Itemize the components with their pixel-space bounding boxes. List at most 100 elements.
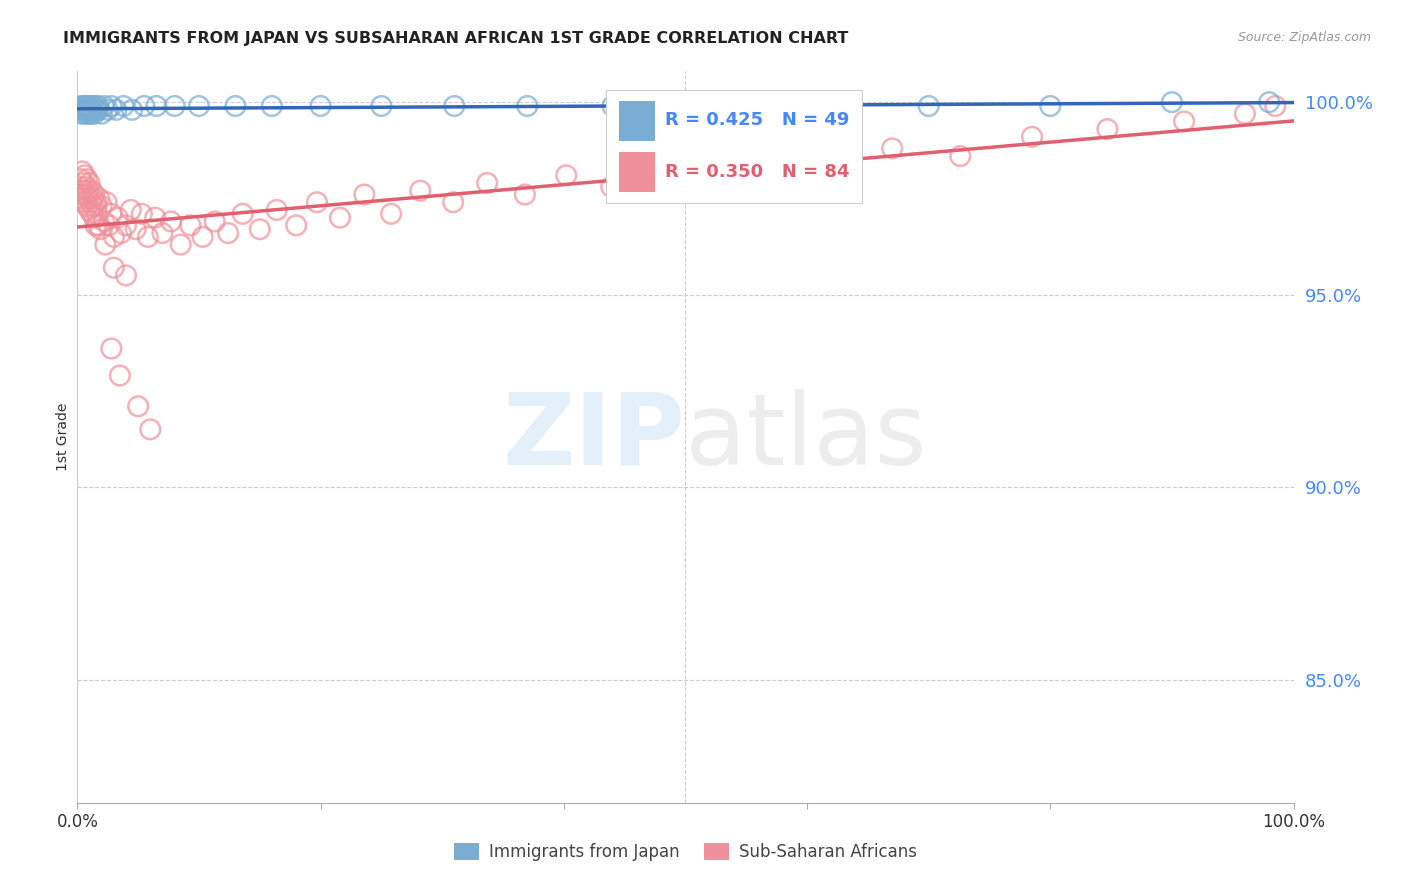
Text: R = 0.425   N = 49: R = 0.425 N = 49 xyxy=(665,112,849,129)
Point xyxy=(75,99,97,113)
Point xyxy=(83,106,105,120)
Point xyxy=(796,99,818,113)
Point xyxy=(441,195,464,210)
Point xyxy=(86,103,108,117)
Point xyxy=(97,103,120,117)
Point xyxy=(80,207,103,221)
Point xyxy=(77,99,100,113)
Point xyxy=(648,161,671,175)
Point xyxy=(77,184,100,198)
Point xyxy=(100,99,122,113)
Point xyxy=(266,202,288,217)
Point xyxy=(93,214,115,228)
Point xyxy=(82,191,104,205)
Point xyxy=(70,99,93,113)
Point xyxy=(86,199,108,213)
Point xyxy=(443,99,465,113)
Point xyxy=(918,99,941,113)
Point xyxy=(70,187,93,202)
Point xyxy=(105,103,128,117)
Point xyxy=(353,187,375,202)
Point xyxy=(152,226,174,240)
Point xyxy=(516,99,538,113)
FancyBboxPatch shape xyxy=(619,152,655,192)
Text: IMMIGRANTS FROM JAPAN VS SUBSAHARAN AFRICAN 1ST GRADE CORRELATION CHART: IMMIGRANTS FROM JAPAN VS SUBSAHARAN AFRI… xyxy=(63,31,849,46)
Point xyxy=(191,230,214,244)
Point xyxy=(600,179,623,194)
Point xyxy=(80,103,103,117)
Text: atlas: atlas xyxy=(686,389,927,485)
Point xyxy=(73,169,96,183)
Point xyxy=(89,191,111,205)
Point xyxy=(90,106,112,120)
Point xyxy=(75,103,97,117)
Point xyxy=(699,99,721,113)
Point xyxy=(87,99,110,113)
Point xyxy=(73,195,96,210)
Point xyxy=(94,237,117,252)
Point xyxy=(110,226,132,240)
Point xyxy=(139,422,162,436)
Point xyxy=(217,226,239,240)
Point xyxy=(82,99,104,113)
Point xyxy=(87,219,110,233)
Point xyxy=(79,106,101,120)
Point xyxy=(145,99,167,113)
FancyBboxPatch shape xyxy=(619,101,655,141)
Point xyxy=(76,172,98,186)
Point xyxy=(1021,129,1043,144)
Point xyxy=(77,103,100,117)
Point xyxy=(136,230,159,244)
Point xyxy=(232,207,254,221)
Point xyxy=(73,99,96,113)
Point xyxy=(86,207,108,221)
Point xyxy=(70,106,93,120)
Point xyxy=(100,342,122,356)
Point xyxy=(84,99,107,113)
Point xyxy=(72,103,94,117)
Point xyxy=(82,199,104,213)
Text: R = 0.350   N = 84: R = 0.350 N = 84 xyxy=(665,163,849,181)
Point xyxy=(70,191,93,205)
Point xyxy=(380,207,402,221)
Point xyxy=(115,219,138,233)
Point xyxy=(882,141,904,155)
Point xyxy=(69,179,91,194)
Point xyxy=(69,103,91,117)
Point xyxy=(72,184,94,198)
Point xyxy=(249,222,271,236)
Point xyxy=(76,99,98,113)
Point xyxy=(818,164,841,178)
Point xyxy=(90,199,112,213)
Point xyxy=(80,106,103,120)
Point xyxy=(370,99,392,113)
Point xyxy=(107,211,129,225)
Point xyxy=(160,214,183,228)
Point xyxy=(163,99,186,113)
Point xyxy=(309,99,332,113)
Point xyxy=(188,99,211,113)
Point xyxy=(555,169,578,183)
Point xyxy=(477,176,499,190)
Point xyxy=(121,103,143,117)
Point xyxy=(305,195,328,210)
Point xyxy=(89,103,111,117)
Point xyxy=(76,199,98,213)
Point xyxy=(204,214,226,228)
Point xyxy=(143,211,166,225)
Point xyxy=(89,222,111,236)
Point xyxy=(224,99,246,113)
Point xyxy=(127,399,149,413)
Point xyxy=(179,219,201,233)
Point xyxy=(1258,95,1281,110)
Point xyxy=(949,149,972,163)
Point xyxy=(1233,106,1256,120)
Point xyxy=(329,211,352,225)
Point xyxy=(756,153,779,167)
Point xyxy=(1264,99,1286,113)
Point xyxy=(76,106,98,120)
Point xyxy=(1173,114,1195,128)
Point xyxy=(75,179,97,194)
Point xyxy=(103,260,125,275)
Point xyxy=(96,195,118,210)
